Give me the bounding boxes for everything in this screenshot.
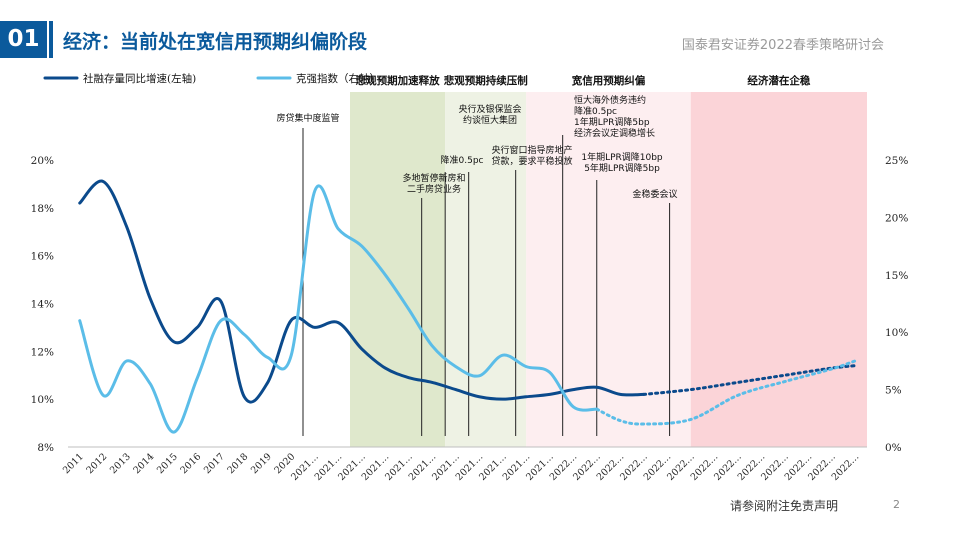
event-annotation: 经济会议定调稳增长 — [574, 127, 655, 139]
x-axis-tick-label: 2011 — [61, 451, 86, 476]
right-axis-tick-label: 5% — [885, 385, 902, 397]
left-axis-tick-label: 20% — [31, 155, 54, 167]
phase-band — [526, 92, 691, 447]
phase-label: 悲观预期持续压制 — [444, 74, 528, 87]
right-axis-tick-label: 25% — [885, 155, 908, 167]
event-annotation: 金稳委会议 — [632, 188, 677, 200]
phase-band — [690, 92, 867, 447]
left-axis-tick-label: 16% — [31, 251, 54, 263]
event-annotation: 房贷集中度监管 — [276, 112, 339, 124]
keqiang-index-line — [78, 184, 599, 434]
right-axis-tick-label: 10% — [885, 327, 908, 339]
x-axis-tick-label: 2012 — [84, 451, 109, 476]
event-annotation: 降准0.5pc — [574, 105, 617, 117]
event-annotation: 二手房贷业务 — [407, 183, 461, 195]
phase-band — [445, 92, 527, 447]
x-axis-tick-label: 2016 — [178, 451, 203, 476]
right-axis-tick-label: 20% — [885, 212, 908, 224]
phase-band — [350, 92, 446, 447]
page-number: 2 — [893, 498, 900, 511]
phase-label: 宽信用预期纠偏 — [571, 74, 646, 87]
right-axis-tick-label: 15% — [885, 270, 908, 282]
event-annotation: 1年期LPR调降10bp — [581, 151, 663, 163]
event-annotation: 多地暂停新房和 — [402, 172, 465, 184]
x-axis-tick-label: 2013 — [108, 451, 133, 476]
event-annotation: 央行及银保监会 — [458, 103, 521, 115]
legend-label: 克强指数（右轴） — [296, 72, 380, 85]
x-axis-tick-label: 2014 — [131, 451, 156, 476]
left-axis-tick-label: 8% — [37, 442, 54, 454]
event-annotation: 央行窗口指导房地产 — [491, 144, 572, 156]
section-number-badge: 01 — [0, 21, 47, 58]
event-annotation: 5年期LPR调降5bp — [584, 162, 660, 174]
left-axis-tick-label: 12% — [31, 346, 54, 358]
x-axis-tick-label: 2019 — [249, 451, 274, 476]
brand-header: 国泰君安证券2022春季策略研讨会 — [681, 38, 884, 53]
tsf-growth-line — [78, 179, 646, 404]
right-axis-tick-label: 0% — [885, 442, 902, 454]
page-title: 经济：当前处在宽信用预期纠偏阶段 — [63, 31, 368, 53]
title-accent-bar — [49, 21, 53, 58]
event-annotation: 1年期LPR调降5bp — [574, 116, 650, 128]
x-axis-tick-label: 2018 — [225, 451, 250, 476]
event-annotation: 约谈恒大集团 — [463, 114, 517, 126]
left-axis-tick-label: 10% — [31, 394, 54, 406]
x-axis-tick-label: 2017 — [202, 451, 227, 476]
event-annotation: 降准0.5pc — [441, 154, 484, 166]
event-annotation: 恒大海外债务违约 — [574, 94, 646, 106]
phase-label: 悲观预期加速释放 — [356, 74, 440, 87]
legend-label: 社融存量同比增速(左轴) — [83, 72, 196, 85]
left-axis-tick-label: 14% — [31, 299, 54, 311]
left-axis-tick-label: 18% — [31, 203, 54, 215]
x-axis-tick-label: 2015 — [155, 451, 180, 476]
event-annotation: 贷款，要求平稳投放 — [491, 155, 572, 167]
phase-label: 经济潜在企稳 — [747, 74, 810, 87]
keqiang-index-projection — [595, 359, 857, 426]
disclaimer-link[interactable]: 请参阅附注免责声明 — [730, 499, 839, 513]
